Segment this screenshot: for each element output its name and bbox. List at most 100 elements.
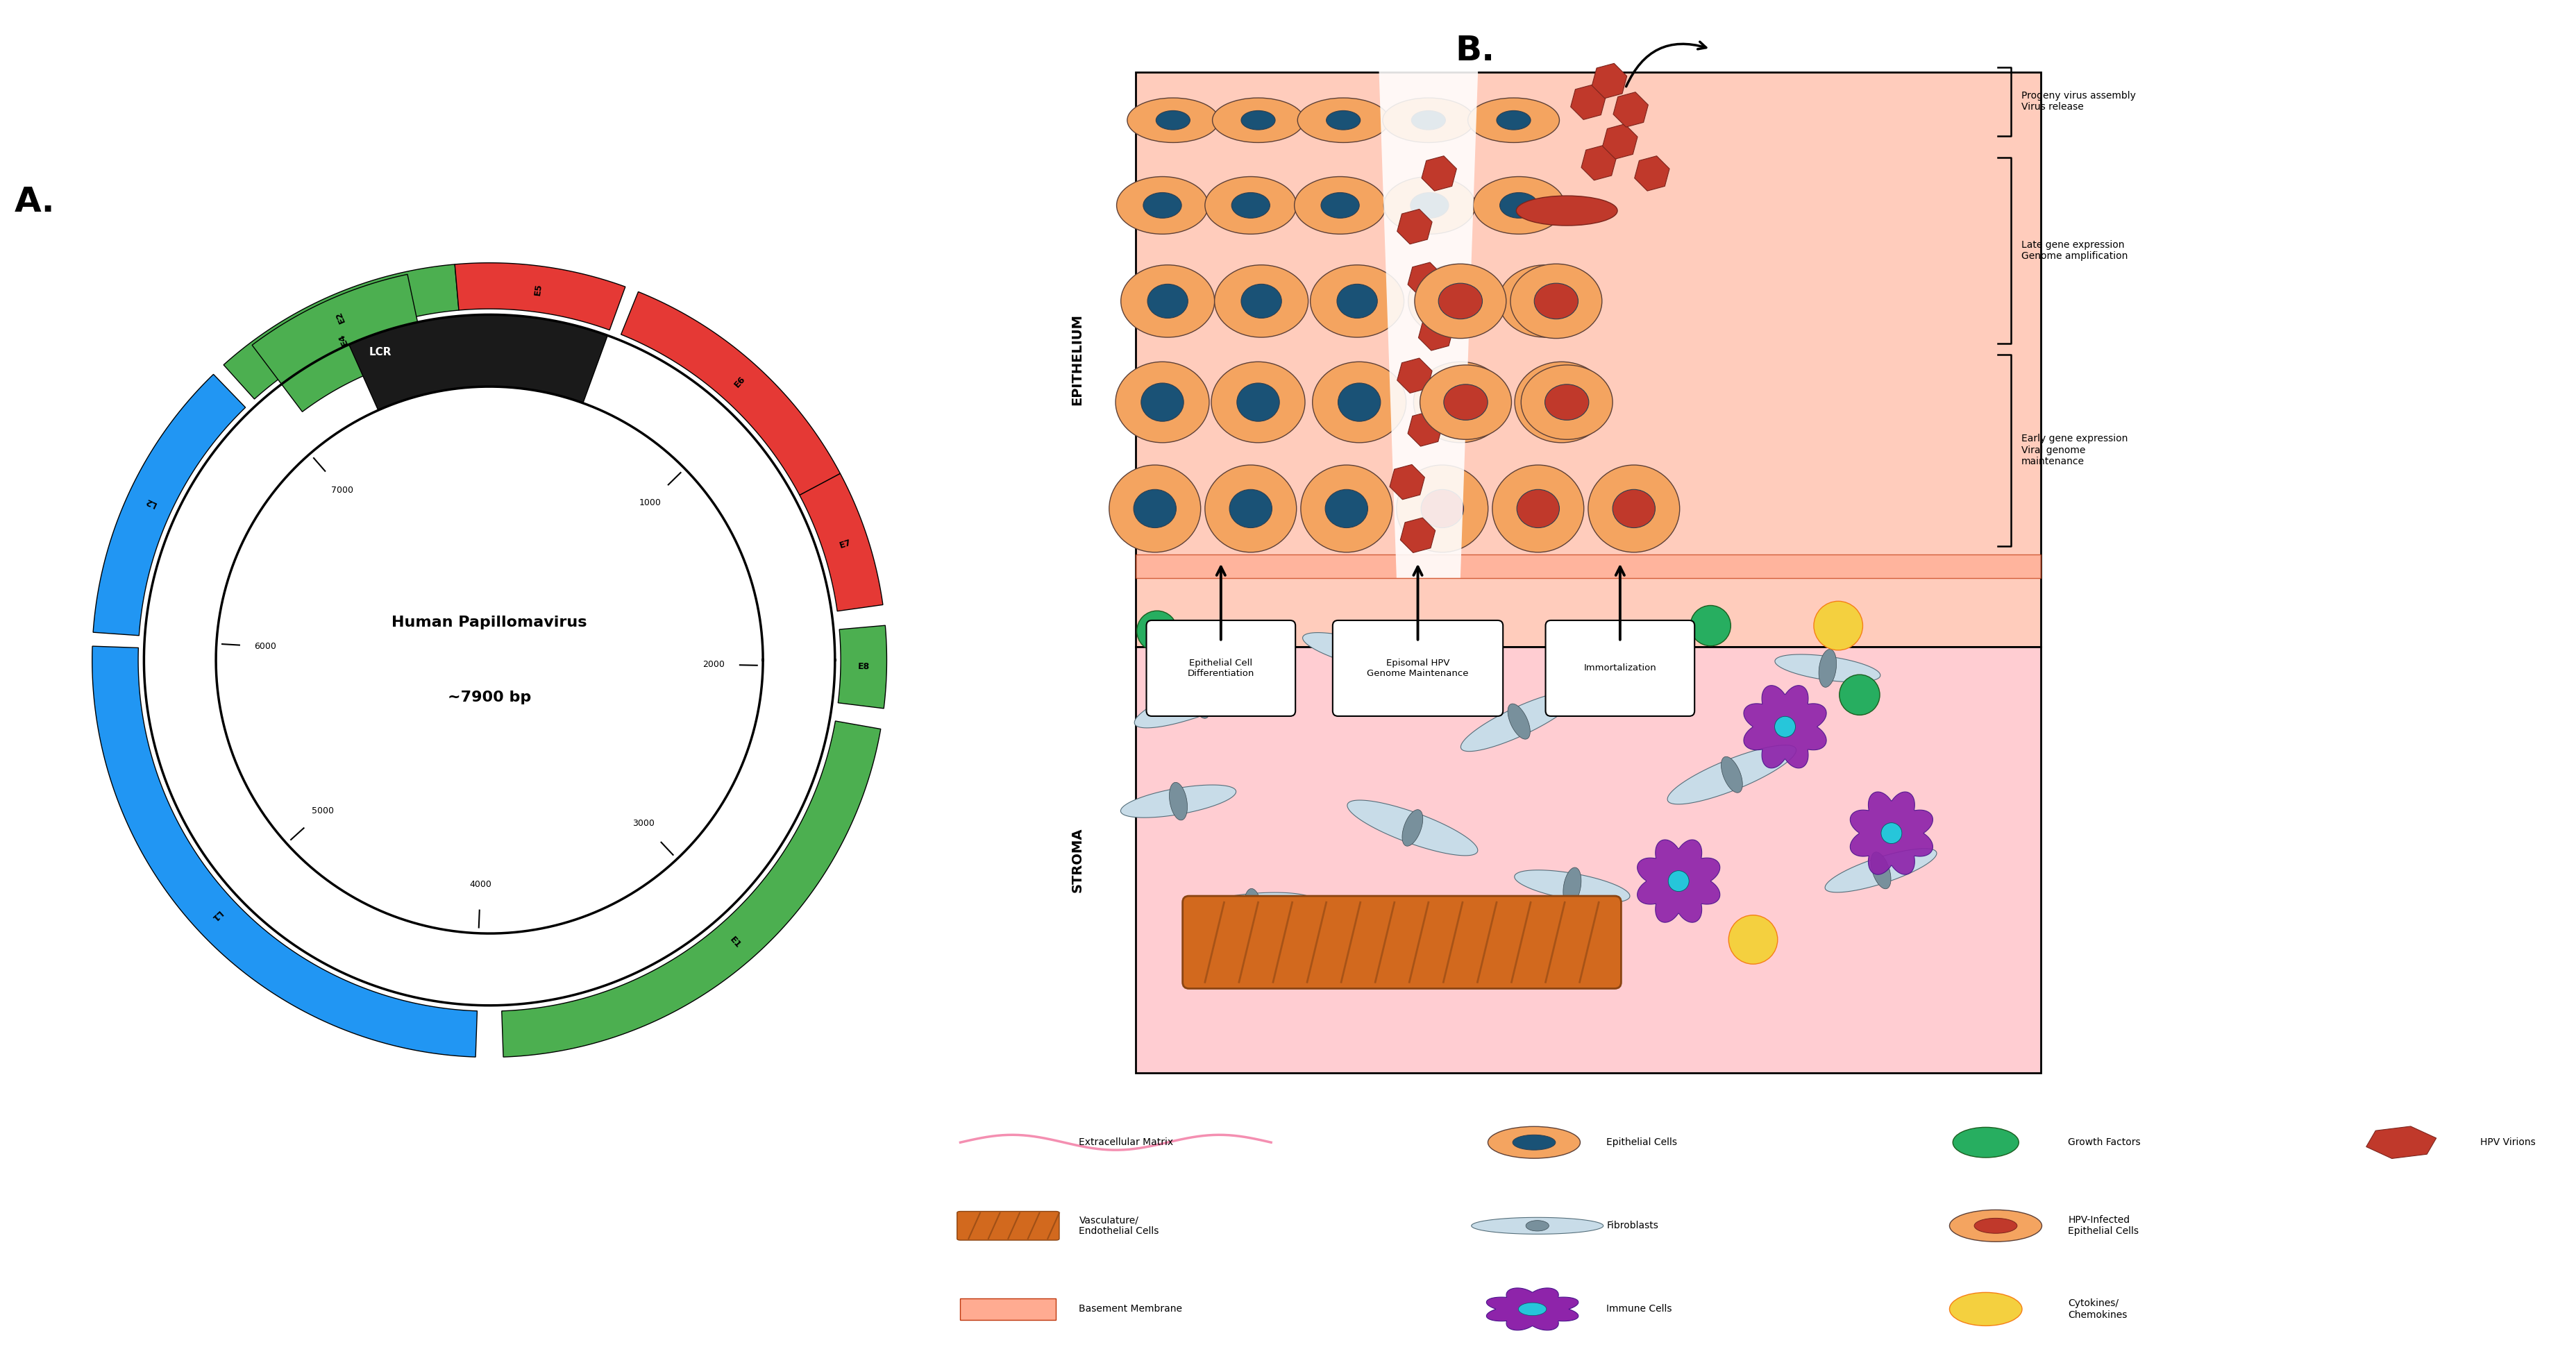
Ellipse shape — [1535, 283, 1579, 319]
Bar — [961, 1299, 1056, 1320]
Text: Human Papillomavirus: Human Papillomavirus — [392, 616, 587, 629]
Circle shape — [1950, 1293, 2022, 1325]
Ellipse shape — [1213, 265, 1309, 337]
FancyBboxPatch shape — [1182, 896, 1620, 989]
Ellipse shape — [1110, 465, 1200, 552]
Polygon shape — [252, 275, 425, 412]
Ellipse shape — [1512, 1134, 1556, 1150]
Ellipse shape — [1121, 265, 1213, 337]
Polygon shape — [1401, 810, 1422, 846]
Polygon shape — [1582, 145, 1615, 180]
Ellipse shape — [1115, 362, 1208, 443]
Text: E2: E2 — [335, 310, 348, 325]
Ellipse shape — [1499, 265, 1592, 337]
Ellipse shape — [1396, 465, 1489, 552]
Ellipse shape — [1229, 489, 1273, 528]
Ellipse shape — [1492, 465, 1584, 552]
Text: Immune Cells: Immune Cells — [1607, 1304, 1672, 1313]
Text: EPITHELIUM: EPITHELIUM — [1072, 314, 1084, 405]
Polygon shape — [1471, 1218, 1602, 1234]
Polygon shape — [2367, 1126, 2437, 1158]
Ellipse shape — [1515, 362, 1607, 443]
Text: HPV-Infected
Epithelial Cells: HPV-Infected Epithelial Cells — [2069, 1215, 2138, 1237]
Polygon shape — [1515, 870, 1631, 902]
Polygon shape — [1574, 656, 1677, 691]
Text: E7: E7 — [837, 539, 853, 551]
Text: 4000: 4000 — [469, 880, 492, 889]
Ellipse shape — [1298, 98, 1388, 143]
FancyBboxPatch shape — [1146, 621, 1296, 717]
Ellipse shape — [1409, 265, 1502, 337]
Text: Epithelial Cells: Epithelial Cells — [1607, 1138, 1677, 1148]
Text: Extracellular Matrix: Extracellular Matrix — [1079, 1138, 1175, 1148]
Circle shape — [1690, 605, 1731, 647]
Ellipse shape — [1327, 110, 1360, 129]
Polygon shape — [1870, 853, 1891, 889]
Ellipse shape — [1499, 193, 1538, 218]
Polygon shape — [1378, 57, 1479, 578]
Circle shape — [1728, 915, 1777, 964]
Text: ~7900 bp: ~7900 bp — [448, 691, 531, 704]
Polygon shape — [1409, 411, 1443, 446]
Polygon shape — [456, 263, 626, 330]
Ellipse shape — [1517, 195, 1618, 225]
Ellipse shape — [1414, 362, 1507, 443]
Text: Basement Membrane: Basement Membrane — [1079, 1304, 1182, 1313]
Polygon shape — [348, 315, 608, 411]
Polygon shape — [1422, 156, 1455, 191]
Ellipse shape — [1128, 98, 1218, 143]
Text: Cytokines/
Chemokines: Cytokines/ Chemokines — [2069, 1299, 2128, 1320]
Polygon shape — [1564, 867, 1582, 905]
Text: 5000: 5000 — [312, 807, 335, 815]
Ellipse shape — [1337, 284, 1378, 318]
Text: 6000: 6000 — [255, 643, 276, 651]
Text: Immortalization: Immortalization — [1584, 664, 1656, 672]
Polygon shape — [1721, 757, 1741, 792]
Ellipse shape — [1144, 193, 1182, 218]
Polygon shape — [1170, 783, 1188, 820]
Ellipse shape — [1510, 264, 1602, 338]
Ellipse shape — [1419, 365, 1512, 439]
Polygon shape — [1486, 1288, 1579, 1331]
Polygon shape — [93, 647, 477, 1057]
Polygon shape — [93, 374, 245, 636]
Text: E5: E5 — [533, 283, 544, 295]
Polygon shape — [1244, 889, 1262, 927]
Ellipse shape — [1324, 489, 1368, 528]
Ellipse shape — [1669, 870, 1690, 892]
Ellipse shape — [1242, 110, 1275, 129]
Polygon shape — [1461, 691, 1577, 752]
Polygon shape — [1819, 649, 1837, 687]
Ellipse shape — [1950, 1210, 2043, 1242]
Text: STROMA: STROMA — [1072, 827, 1084, 892]
Ellipse shape — [1133, 489, 1177, 528]
Text: E1: E1 — [726, 935, 742, 950]
Ellipse shape — [1525, 284, 1566, 318]
Polygon shape — [224, 264, 459, 399]
Ellipse shape — [1546, 384, 1589, 420]
Text: A.: A. — [15, 185, 54, 218]
Polygon shape — [502, 721, 881, 1057]
Text: 7000: 7000 — [330, 486, 353, 496]
Text: LCR: LCR — [368, 346, 392, 357]
Ellipse shape — [1383, 176, 1476, 234]
Ellipse shape — [1383, 98, 1473, 143]
Ellipse shape — [1115, 176, 1208, 234]
Polygon shape — [1350, 633, 1368, 671]
Ellipse shape — [1146, 284, 1188, 318]
Polygon shape — [1667, 745, 1795, 804]
Ellipse shape — [1141, 383, 1182, 422]
Text: L1: L1 — [209, 908, 224, 923]
Polygon shape — [1190, 682, 1211, 718]
Ellipse shape — [1517, 1303, 1546, 1316]
Polygon shape — [1525, 1220, 1548, 1231]
Ellipse shape — [1422, 489, 1463, 528]
Polygon shape — [1824, 849, 1937, 892]
Text: E4: E4 — [337, 331, 350, 346]
Text: Vasculature/
Endothelial Cells: Vasculature/ Endothelial Cells — [1079, 1215, 1159, 1237]
Ellipse shape — [1242, 284, 1283, 318]
Circle shape — [1839, 675, 1880, 715]
FancyBboxPatch shape — [958, 1211, 1059, 1241]
Bar — [1136, 555, 2040, 578]
Polygon shape — [1615, 655, 1636, 692]
